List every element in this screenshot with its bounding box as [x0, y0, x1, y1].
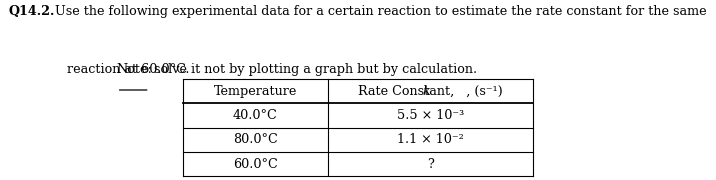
Text: 1.1 × 10⁻²: 1.1 × 10⁻² [397, 133, 464, 147]
Text: k: k [422, 85, 430, 98]
Text: Rate Constant,   , (s⁻¹): Rate Constant, , (s⁻¹) [359, 85, 503, 98]
Text: Temperature: Temperature [213, 85, 297, 98]
Text: 80.0°C: 80.0°C [233, 133, 278, 147]
Text: Q14.2.: Q14.2. [9, 5, 55, 18]
Text: 60.0°C: 60.0°C [233, 158, 278, 171]
Text: 5.5 × 10⁻³: 5.5 × 10⁻³ [397, 109, 465, 122]
Text: Note:: Note: [117, 63, 153, 76]
Text: solve it not by plotting a graph but by calculation.: solve it not by plotting a graph but by … [150, 63, 477, 76]
Text: ?: ? [427, 158, 434, 171]
Text: Use the following experimental data for a certain reaction to estimate the rate : Use the following experimental data for … [51, 5, 707, 18]
Text: 40.0°C: 40.0°C [233, 109, 278, 122]
Text: reaction at 60.0°C.: reaction at 60.0°C. [51, 63, 193, 76]
